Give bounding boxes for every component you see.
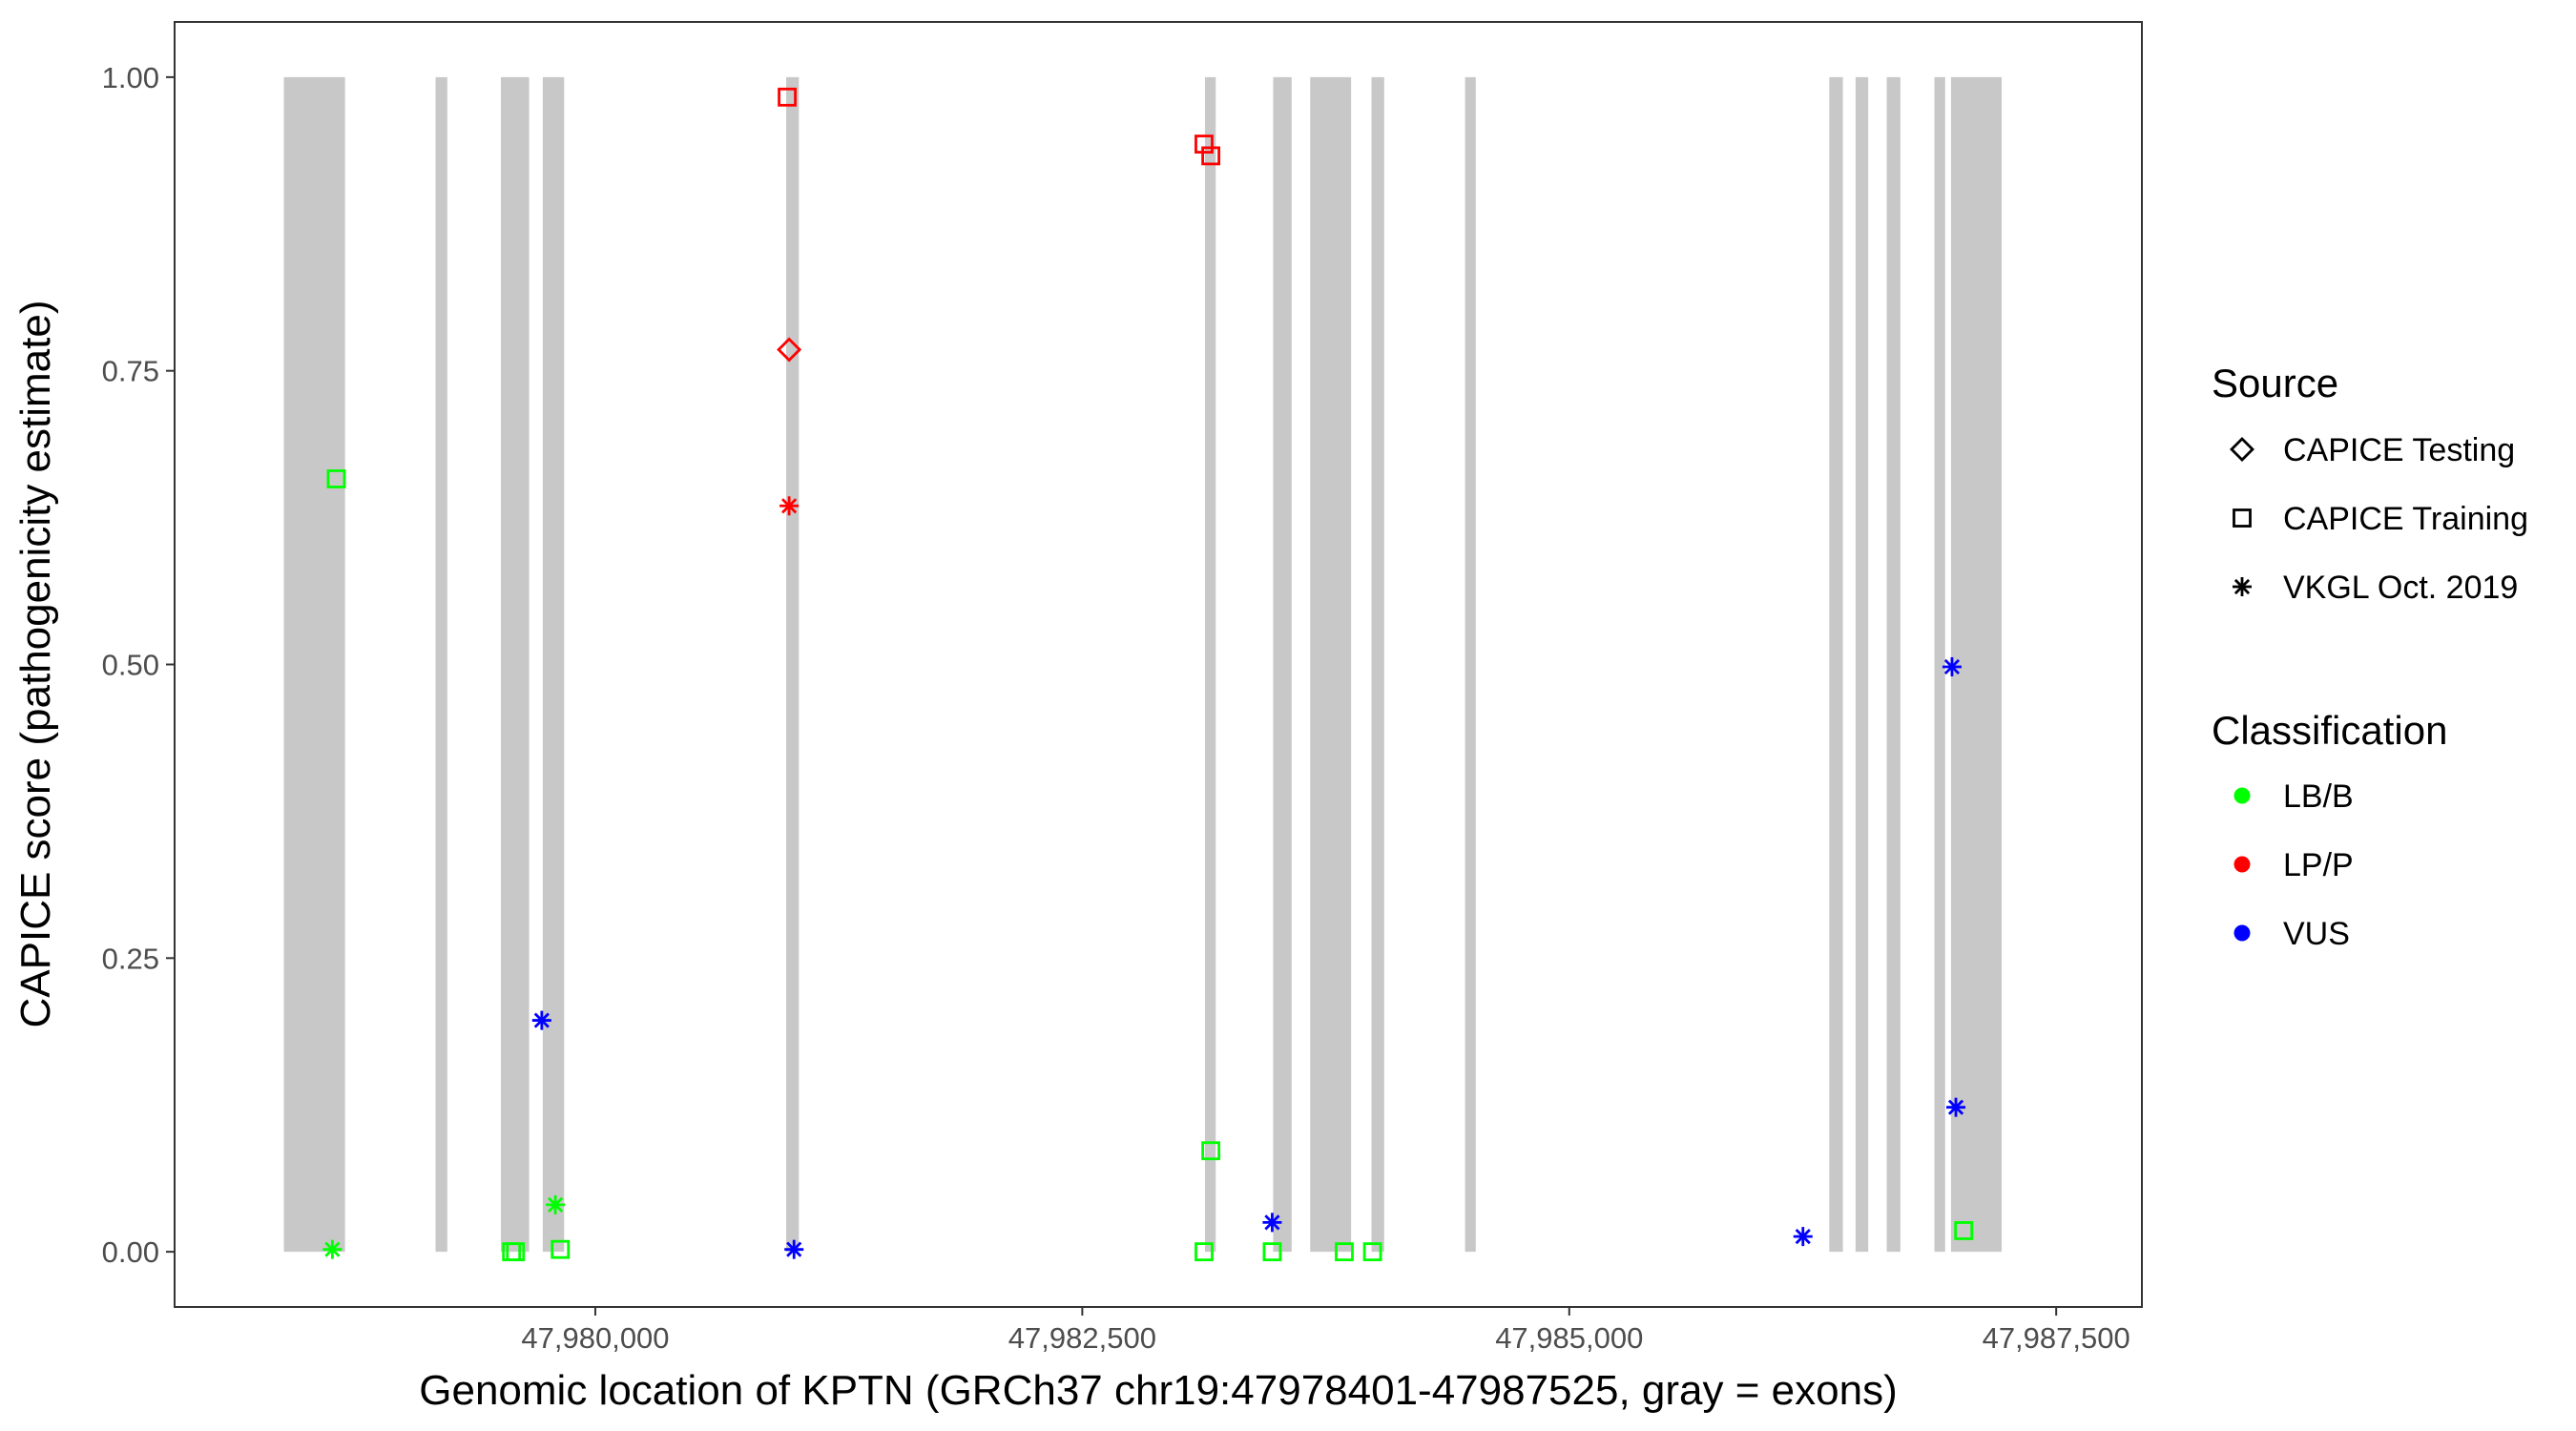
x-axis-title: Genomic location of KPTN (GRCh37 chr19:4… [419,1367,1897,1414]
legend-source-key-2-square [2233,508,2252,528]
data-point-19 [1362,1242,1382,1262]
legend-source-key-1-diamond [2230,437,2254,462]
exon-band-1 [283,76,345,1253]
legend-source-label-1: CAPICE Testing [2283,432,2515,468]
data-point-10-stroke-3 [781,498,798,514]
data-point-4-square [506,1242,526,1262]
data-point-7-square [551,1239,571,1259]
y-tick-label-4: 1.00 [102,61,159,94]
legend-source-key-3-stroke-3 [2233,578,2251,595]
legend-source-key-3 [2233,577,2252,596]
data-point-14 [1201,1141,1221,1161]
x-axis: 47,980,000 47,982,500 47,985,000 47,987,500 [521,1307,2130,1355]
plot-area [174,21,2143,1308]
x-tick-label-2: 47,985,000 [1495,1321,1643,1355]
x-tick-label-3: 47,987,500 [1983,1321,2130,1355]
data-point-22 [1946,1097,1966,1117]
x-tick-label-1: 47,982,500 [1008,1321,1156,1355]
legend-source-items: CAPICE Testing CAPICE Training VKGL Oct. 2… [2230,432,2528,606]
y-axis-title: CAPICE score (pathogenicity estimate) [12,301,59,1028]
data-point-23 [1954,1221,1974,1240]
data-point-8 [778,87,797,107]
data-point-18 [1335,1242,1354,1262]
legend-class-label-2: LP/P [2283,847,2354,883]
data-point-6-stroke-3 [548,1196,564,1213]
exon-band-4 [542,76,565,1253]
legend-source-label-2: CAPICE Training [2283,501,2528,537]
data-point-18-square [1335,1242,1354,1262]
data-point-7 [551,1239,571,1259]
data-point-16-stroke-3 [1264,1214,1280,1231]
data-point-9 [777,337,802,363]
legend-class-key-2 [2233,856,2251,873]
data-point-14-square [1201,1141,1221,1161]
data-point-4 [506,1242,526,1262]
data-point-13 [1201,146,1221,166]
data-point-13-square [1201,146,1221,166]
data-point-1-stroke-3 [324,1241,341,1257]
data-point-16 [1262,1213,1282,1233]
y-tick-label-3: 0.75 [102,355,159,388]
exon-band-12 [1855,76,1869,1253]
exon-band-6 [1204,76,1216,1253]
data-point-11-stroke-3 [786,1241,802,1257]
legend-source-key-1 [2230,437,2254,462]
data-point-15-square [1195,1242,1214,1262]
legend-class-label-3: VUS [2283,916,2350,952]
legend-class-key-3 [2233,924,2251,942]
exon-band-9 [1371,76,1384,1253]
exon-band-15 [1950,76,2003,1253]
exon-band-13 [1886,76,1901,1253]
y-tick-label-0: 0.00 [102,1235,159,1269]
data-point-1 [322,1239,343,1259]
data-point-23-square [1954,1221,1974,1240]
data-point-17-square [1262,1242,1282,1262]
data-point-2 [326,469,346,488]
data-point-11 [784,1239,804,1259]
data-point-9-diamond [777,337,802,363]
data-point-10 [779,496,800,516]
exon-band-2 [435,76,447,1253]
data-point-5 [531,1010,551,1030]
y-axis: 0.00 0.25 0.50 0.75 1.00 [102,61,175,1269]
exon-band-5 [786,76,800,1253]
data-point-6 [546,1194,566,1214]
legend-source-title: Source [2212,361,2338,405]
x-tick-label-0: 47,980,000 [521,1321,669,1355]
data-point-20 [1793,1227,1813,1247]
exon-band-3 [500,76,530,1253]
legend: Source CAPICE Testing CAPICE Training VKGL… [2212,361,2528,952]
exon-band-10 [1465,76,1476,1253]
data-point-5-stroke-3 [533,1012,550,1028]
data-point-19-square [1362,1242,1382,1262]
exon-layer [283,76,2003,1253]
y-tick-label-2: 0.50 [102,649,159,682]
exon-band-8 [1310,76,1352,1253]
data-point-22-stroke-3 [1947,1099,1964,1115]
data-point-17 [1262,1242,1282,1262]
legend-class-label-1: LB/B [2283,778,2354,815]
legend-classification-items: LB/B LP/P VUS [2233,778,2354,952]
legend-classification-title: Classification [2212,708,2447,753]
y-tick-label-1: 0.25 [102,942,159,975]
legend-source-key-2 [2233,508,2252,528]
exon-band-11 [1829,76,1843,1253]
data-point-15 [1195,1242,1214,1262]
data-point-21 [1942,656,1962,676]
data-point-20-stroke-3 [1795,1229,1811,1245]
legend-class-key-1 [2233,787,2251,804]
exon-band-14 [1934,76,1945,1253]
exon-band-7 [1273,76,1292,1253]
data-point-8-square [778,87,797,107]
data-point-2-square [326,469,346,488]
legend-source-label-3: VKGL Oct. 2019 [2283,570,2518,606]
data-point-21-stroke-3 [1943,658,1961,675]
point-layer [322,87,1974,1262]
